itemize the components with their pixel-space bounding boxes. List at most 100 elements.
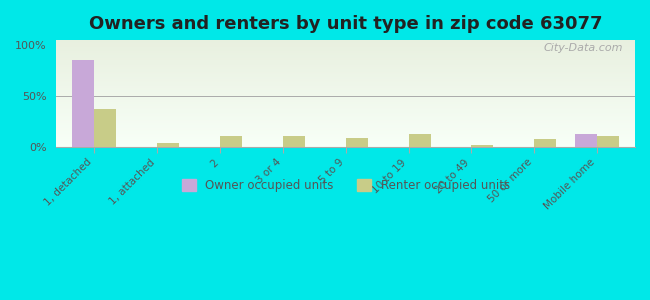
Bar — [57, 62, 635, 64]
Bar — [57, 134, 635, 135]
Bar — [57, 84, 635, 85]
Bar — [72, 60, 94, 147]
Bar — [57, 76, 635, 77]
Bar — [57, 142, 635, 144]
Bar — [57, 50, 635, 51]
Bar — [57, 88, 635, 89]
Bar — [57, 136, 635, 137]
Bar — [57, 135, 635, 136]
Bar — [57, 122, 635, 123]
Bar — [57, 106, 635, 107]
Bar — [57, 139, 635, 140]
Bar — [57, 71, 635, 72]
Bar — [409, 134, 430, 147]
Bar — [57, 99, 635, 100]
Bar — [57, 60, 635, 62]
Bar — [57, 129, 635, 130]
Legend: Owner occupied units, Renter occupied units: Owner occupied units, Renter occupied un… — [177, 174, 515, 196]
Bar — [57, 127, 635, 128]
Bar — [57, 66, 635, 67]
Bar — [57, 69, 635, 70]
Bar — [57, 104, 635, 105]
Bar — [57, 45, 635, 46]
Bar — [57, 108, 635, 110]
Bar — [57, 77, 635, 79]
Bar — [57, 43, 635, 44]
Bar — [57, 120, 635, 121]
Bar — [57, 42, 635, 43]
Bar — [57, 123, 635, 124]
Bar — [57, 59, 635, 60]
Bar — [57, 68, 635, 69]
Bar — [575, 134, 597, 147]
Bar — [57, 64, 635, 66]
Bar — [57, 124, 635, 125]
Bar — [57, 94, 635, 96]
Bar — [57, 114, 635, 115]
Bar — [57, 115, 635, 116]
Bar — [57, 46, 635, 48]
Bar — [57, 54, 635, 55]
Bar — [57, 61, 635, 62]
Bar — [57, 90, 635, 91]
Bar — [57, 140, 635, 141]
Bar — [57, 70, 635, 71]
Bar — [57, 81, 635, 82]
Bar — [57, 55, 635, 56]
Bar — [57, 119, 635, 120]
Bar — [57, 144, 635, 145]
Bar — [57, 40, 635, 41]
Bar — [57, 130, 635, 131]
Bar — [94, 109, 116, 147]
Bar — [57, 72, 635, 73]
Title: Owners and renters by unit type in zip code 63077: Owners and renters by unit type in zip c… — [89, 15, 603, 33]
Bar — [57, 85, 635, 86]
Bar — [57, 98, 635, 99]
Bar — [57, 146, 635, 147]
Bar — [57, 103, 635, 104]
Bar — [57, 58, 635, 59]
Bar — [57, 128, 635, 129]
Bar — [57, 118, 635, 119]
Bar — [57, 51, 635, 52]
Bar — [57, 96, 635, 97]
Bar — [534, 139, 556, 147]
Text: City-Data.com: City-Data.com — [544, 43, 623, 53]
Bar — [57, 110, 635, 112]
Bar — [57, 105, 635, 106]
Bar — [57, 138, 635, 139]
Bar — [57, 125, 635, 127]
Bar — [283, 136, 305, 147]
Bar — [57, 74, 635, 75]
Bar — [57, 91, 635, 92]
Bar — [57, 121, 635, 122]
Bar — [57, 107, 635, 108]
Bar — [57, 86, 635, 87]
Bar — [346, 138, 368, 147]
Bar — [57, 133, 635, 134]
Bar — [57, 92, 635, 93]
Bar — [57, 82, 635, 83]
Bar — [57, 137, 635, 138]
Bar — [57, 87, 635, 88]
Bar — [57, 102, 635, 103]
Bar — [57, 141, 635, 142]
Bar — [57, 100, 635, 101]
Bar — [57, 44, 635, 45]
Bar — [57, 79, 635, 80]
Bar — [471, 145, 493, 147]
Bar — [57, 49, 635, 50]
Bar — [57, 80, 635, 81]
Bar — [57, 131, 635, 132]
Bar — [597, 136, 619, 147]
Bar — [57, 67, 635, 68]
Bar — [57, 83, 635, 84]
Bar — [57, 57, 635, 58]
Bar — [57, 97, 635, 98]
Bar — [57, 101, 635, 102]
Bar — [57, 41, 635, 42]
Bar — [57, 117, 635, 118]
Bar — [220, 136, 242, 147]
Bar — [57, 93, 635, 94]
Bar — [57, 48, 635, 49]
